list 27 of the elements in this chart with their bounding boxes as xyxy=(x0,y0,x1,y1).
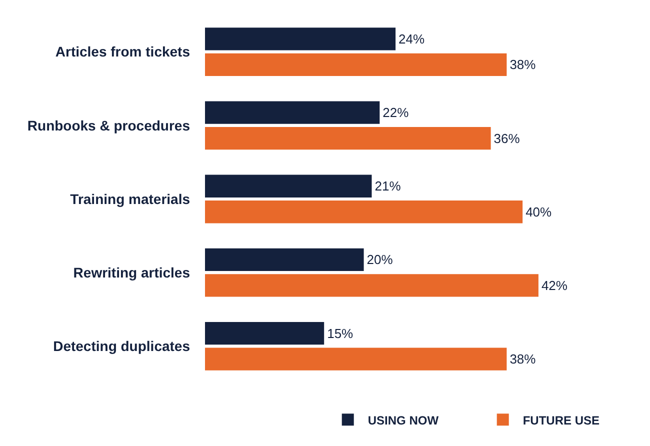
data-label: 15% xyxy=(327,326,354,341)
bar xyxy=(205,322,324,345)
data-label: 38% xyxy=(510,352,536,367)
bar xyxy=(205,274,538,297)
data-label: 20% xyxy=(366,252,394,268)
y-tick-label: Runbooks & procedures xyxy=(27,117,190,134)
legend-label: USING NOW xyxy=(368,413,440,428)
bar xyxy=(205,28,396,50)
data-label: 36% xyxy=(494,130,520,146)
bar xyxy=(205,200,523,224)
data-label: 40% xyxy=(526,204,552,220)
data-label: 24% xyxy=(398,31,425,46)
y-tick-label: Rewriting articles xyxy=(73,264,190,280)
data-label: 42% xyxy=(541,278,568,293)
bar xyxy=(205,101,380,124)
y-tick-label: Training materials xyxy=(70,190,190,207)
bar xyxy=(205,248,364,272)
bar xyxy=(205,174,372,198)
data-label: 38% xyxy=(510,57,536,72)
bar xyxy=(205,348,507,370)
legend-label: FUTURE USE xyxy=(522,413,600,428)
bar xyxy=(205,53,507,76)
data-label: 22% xyxy=(382,105,410,120)
data-label: 21% xyxy=(374,178,402,194)
bar xyxy=(205,126,491,150)
y-tick-label: Detecting duplicates xyxy=(53,338,190,354)
y-tick-label: Articles from tickets xyxy=(55,44,190,60)
